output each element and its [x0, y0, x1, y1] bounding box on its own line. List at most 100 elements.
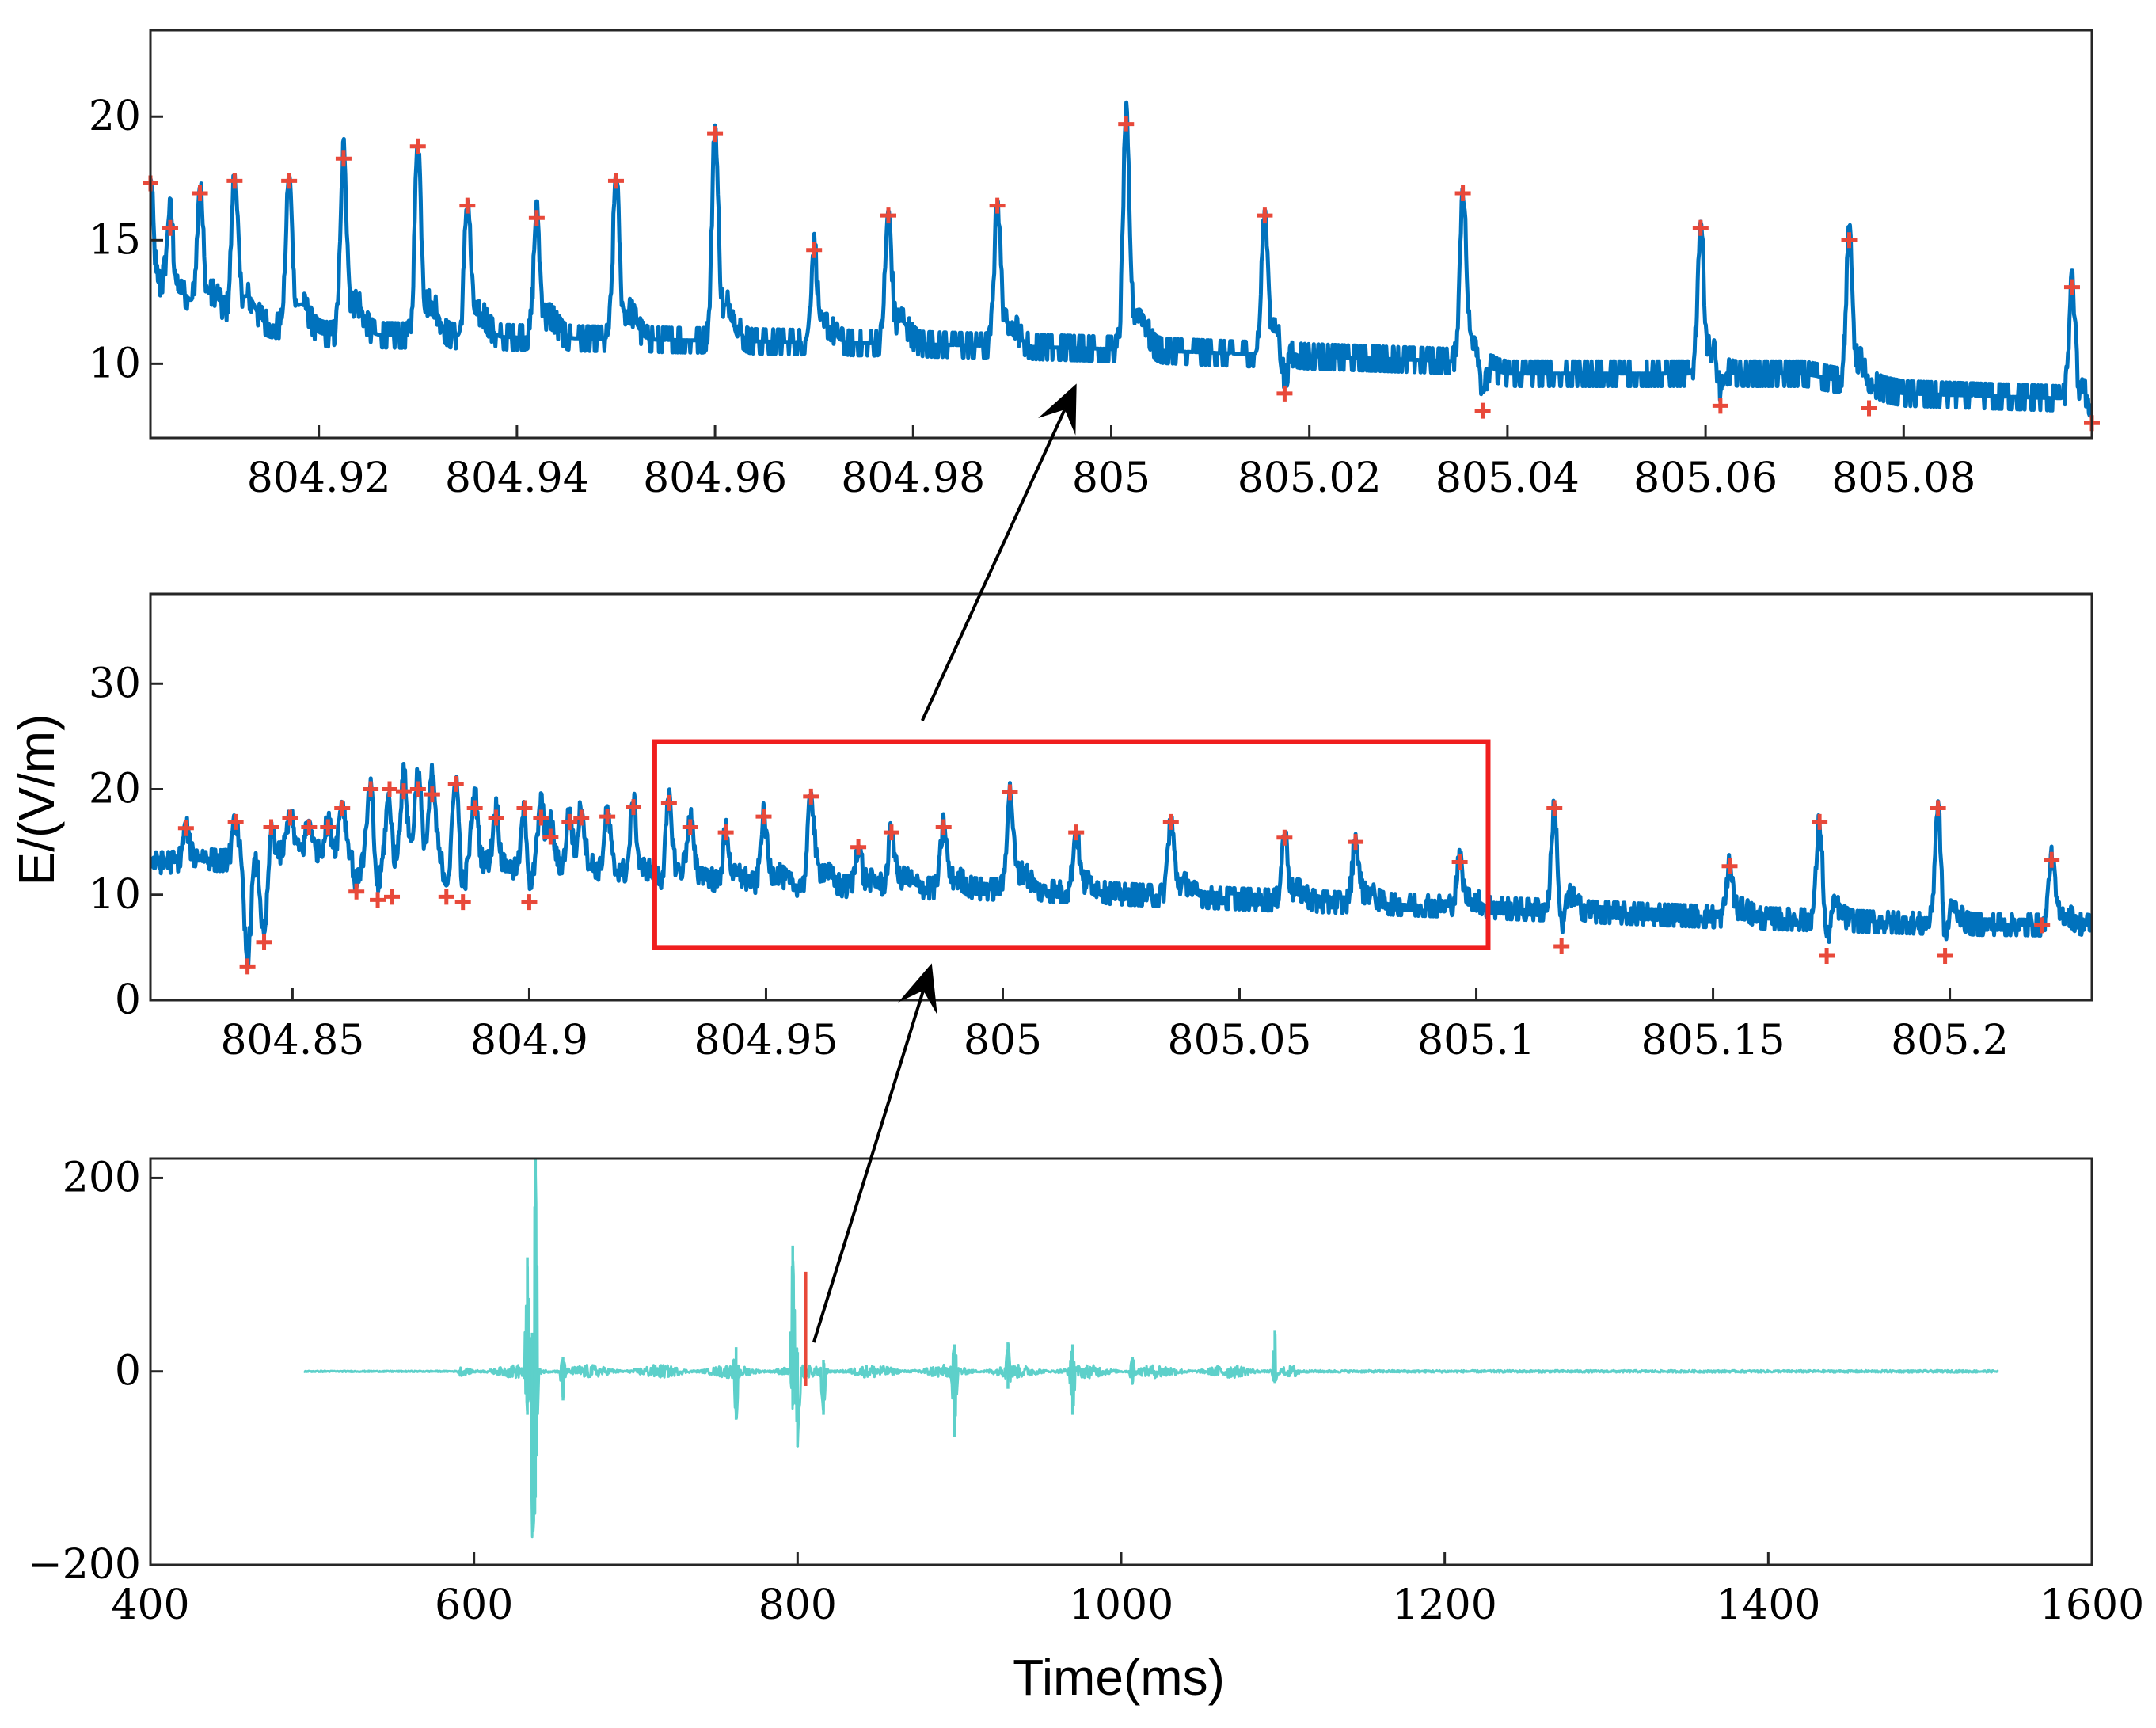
top-panel: 804.92 804.94 804.96 804.98 805 805.02 805.04 8…: [89, 29, 2100, 502]
trough-marker: [521, 894, 538, 911]
peak-marker: [1118, 116, 1135, 132]
peak-marker: [263, 819, 279, 835]
peak-marker: [395, 783, 412, 800]
top-axes-frame: [149, 29, 2093, 440]
trough-marker: [370, 892, 386, 908]
peak-marker: [626, 799, 642, 816]
y-tick-label: 30: [89, 660, 141, 707]
x-tick-label: 1600: [2040, 1581, 2144, 1629]
signal-trace: [150, 100, 2092, 418]
x-tick-label: 805.2: [1891, 1017, 2009, 1064]
trough-marker: [1474, 402, 1491, 419]
bottom-plot-content: [303, 1159, 1999, 1539]
x-tick-label: 805.08: [1831, 455, 1975, 502]
x-tick-label: 804.9: [470, 1017, 588, 1064]
peak-marker: [1348, 834, 1364, 851]
peak-marker: [1812, 813, 1828, 830]
peak-marker: [320, 819, 337, 835]
y-tick-label: 200: [63, 1154, 141, 1201]
peak-marker: [803, 788, 819, 805]
y-tick-label: 0: [115, 976, 141, 1024]
peak-marker: [2044, 851, 2060, 868]
x-tick-label: 800: [759, 1581, 837, 1629]
arrow-head: [898, 963, 937, 1015]
trough-marker: [1276, 385, 1293, 402]
arrow-shaft: [812, 990, 925, 1343]
peak-marker: [226, 173, 243, 189]
peak-marker: [755, 809, 772, 825]
peak-marker: [883, 824, 899, 841]
peak-marker: [282, 809, 298, 826]
x-tick-label: 805.1: [1417, 1017, 1535, 1064]
x-tick-label: 805.02: [1238, 455, 1382, 502]
wideband-signal-trace: [303, 1173, 1999, 1539]
middle-panel: 804.85 804.9 804.95 805 805.05 805.1 805.15 805…: [8, 592, 2093, 1064]
peak-marker: [409, 781, 426, 797]
trough-marker: [384, 889, 401, 905]
y-tick-label: 10: [89, 340, 141, 387]
x-axis-label: Time(ms): [1013, 1649, 1225, 1706]
middle-axes-frame: [149, 592, 2093, 1002]
peak-marker: [1841, 232, 1858, 249]
zoom-region-box: [652, 739, 1491, 950]
peak-marker: [1930, 800, 1946, 816]
x-tick-label: 600: [435, 1581, 513, 1629]
peak-marker: [466, 800, 483, 816]
zoom-arrows: [812, 383, 1077, 1343]
trough-marker: [2034, 917, 2051, 934]
x-tick-label: 805: [1072, 455, 1150, 502]
peak-marker: [281, 173, 298, 189]
y-axis-label: E/(V/m): [8, 714, 65, 886]
peak-marker: [573, 809, 590, 826]
x-tick-label: 1000: [1069, 1581, 1173, 1629]
peak-marker: [707, 126, 724, 143]
peak-marker: [363, 781, 379, 797]
peak-marker: [1276, 829, 1293, 846]
x-tick-label: 804.96: [643, 455, 787, 502]
x-tick-label: 805.15: [1641, 1017, 1785, 1064]
x-tick-label: 805.06: [1633, 455, 1778, 502]
trough-marker: [1553, 938, 1570, 955]
peak-marker: [682, 819, 698, 835]
peak-marker: [1002, 784, 1018, 801]
peak-marker: [335, 150, 352, 167]
peak-marker: [717, 824, 734, 841]
x-tick-label: 1200: [1392, 1581, 1496, 1629]
bottom-ticks: 400 600 800 1000 1200 1400 1600 −200 0 200: [28, 1154, 2144, 1629]
x-tick-label: 805: [964, 1017, 1042, 1064]
x-tick-label: 804.85: [220, 1017, 364, 1064]
x-tick-label: 805.05: [1168, 1017, 1312, 1064]
peak-marker: [488, 809, 504, 826]
trough-marker: [256, 934, 272, 950]
peak-marker: [660, 794, 677, 811]
bottom-axes-frame: [149, 1157, 2093, 1566]
peak-marker: [1068, 824, 1085, 841]
peak-marker: [561, 813, 578, 830]
y-tick-label: 0: [115, 1348, 141, 1395]
peak-marker: [1257, 207, 1273, 224]
peak-marker: [528, 210, 545, 226]
y-tick-label: 10: [89, 871, 141, 919]
arrow-head: [1038, 383, 1077, 436]
trough-marker: [1712, 398, 1728, 414]
top-ticks: 804.92 804.94 804.96 804.98 805 805.02 805.04 8…: [89, 93, 1975, 502]
peak-marker: [1162, 813, 1179, 830]
peak-marker: [447, 775, 464, 792]
trough-marker: [1861, 400, 1877, 417]
peak-marker: [989, 197, 1006, 214]
peak-marker: [1721, 858, 1738, 874]
trough-marker: [348, 883, 365, 900]
peak-marker: [409, 138, 426, 154]
peak-marker: [459, 197, 476, 214]
peak-marker: [880, 207, 897, 224]
x-tick-label: 804.92: [247, 455, 391, 502]
peak-marker: [607, 173, 624, 189]
arrow-shaft: [921, 409, 1067, 721]
peak-marker: [162, 219, 179, 236]
trough-marker: [454, 894, 471, 911]
signal-trace: [150, 762, 2092, 970]
peak-marker: [850, 839, 867, 855]
peak-marker: [599, 809, 616, 825]
middle-ticks: 804.85 804.9 804.95 805 805.05 805.1 805.15 805…: [89, 660, 2009, 1064]
